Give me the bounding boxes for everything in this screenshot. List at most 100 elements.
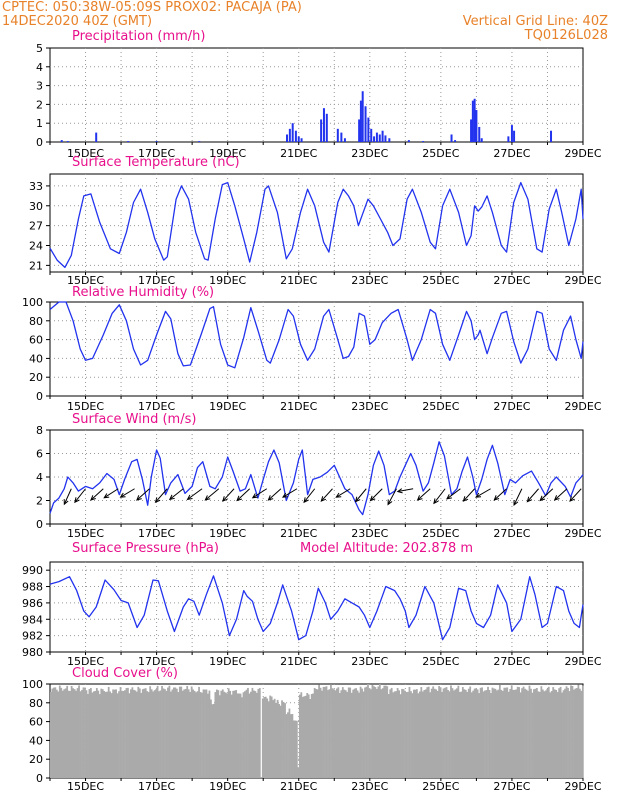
cloud-bar — [390, 687, 393, 778]
cloud-bar — [573, 689, 575, 778]
panel-title-press: Surface Pressure (hPa) — [72, 541, 219, 556]
wind-arrow — [120, 488, 135, 498]
cloud-bar — [87, 693, 89, 778]
panel-subtitle-press: Model Altitude: 202.878 m — [300, 541, 473, 556]
cloud-bar — [487, 686, 489, 778]
cloud-bar — [378, 684, 381, 778]
x-tick-label: 27DEC — [493, 400, 530, 413]
precip-bar — [450, 134, 453, 142]
precip-bar — [294, 130, 297, 142]
cloud-bar — [414, 689, 417, 778]
cloud-bar — [137, 686, 140, 778]
cloud-bar — [447, 690, 449, 778]
cloud-bar — [411, 693, 414, 778]
cloud-bar — [212, 703, 215, 778]
cloud-bar — [424, 689, 427, 778]
cloud-bar — [460, 691, 463, 778]
cloud-bar — [481, 687, 483, 778]
y-tick-label: 24 — [29, 240, 43, 253]
cloud-bar — [61, 690, 64, 778]
y-tick-label: 60 — [29, 716, 43, 729]
y-tick-label: 8 — [36, 424, 43, 437]
cloud-bar — [522, 686, 525, 778]
wind-arrow — [569, 488, 582, 502]
wind-arrow — [187, 488, 203, 500]
precip-bar — [475, 110, 478, 142]
cloud-bar — [421, 691, 424, 778]
y-tick-label: 100 — [22, 296, 43, 309]
cloud-bar — [324, 686, 326, 778]
cloud-bar — [150, 689, 153, 778]
cloud-bar — [267, 701, 270, 778]
y-tick-label: 6 — [36, 448, 43, 461]
precip-bar — [358, 119, 361, 142]
wind-arrow — [446, 488, 461, 500]
cloud-bar — [143, 688, 146, 778]
precip-bar — [507, 136, 510, 142]
precip-bar — [340, 132, 343, 142]
wind-arrow — [320, 488, 333, 502]
x-tick-label: 29DEC — [564, 655, 601, 668]
cloud-bar — [221, 689, 224, 778]
precip-bar — [550, 130, 553, 142]
precip-bar — [478, 126, 481, 142]
cloud-bar — [230, 694, 233, 778]
precip-bar — [510, 125, 513, 142]
cloud-bar — [527, 690, 529, 778]
x-tick-label: 17DEC — [138, 780, 175, 793]
wind-arrow — [370, 488, 383, 501]
cloud-bar — [513, 689, 516, 778]
x-tick-label: 21DEC — [280, 780, 317, 793]
precip-bar — [381, 130, 384, 142]
cloud-bar — [183, 689, 186, 778]
cloud-bar — [201, 692, 203, 778]
cloud-bar — [224, 692, 227, 778]
cloud-bar — [482, 691, 485, 778]
y-tick-label: 30 — [29, 200, 43, 213]
cloud-bar — [316, 689, 319, 778]
x-tick-label: 27DEC — [493, 274, 530, 287]
precip-bar — [359, 100, 362, 142]
x-tick-label: 19DEC — [209, 655, 246, 668]
series-line-press — [49, 575, 584, 641]
cloud-bar — [540, 686, 543, 778]
cloud-bar — [263, 697, 266, 778]
precip-bar — [375, 132, 378, 142]
cloud-bar — [106, 691, 109, 778]
precip-bar — [513, 130, 516, 142]
precip-bar — [388, 138, 391, 142]
cloud-bar — [306, 693, 309, 778]
cloud-bar — [92, 691, 95, 778]
cloud-bar — [377, 686, 380, 778]
precip-bar — [336, 128, 339, 142]
cloud-bar — [159, 690, 162, 778]
cloud-bar — [343, 689, 346, 778]
cloud-bar — [118, 691, 120, 778]
wind-arrow — [513, 488, 523, 506]
y-tick-label: 40 — [29, 352, 43, 365]
cloud-bar — [464, 689, 467, 778]
wind-arrow — [475, 488, 491, 498]
cloud-bar — [395, 691, 398, 778]
cloud-bar — [488, 689, 491, 778]
cloud-bar — [485, 690, 488, 778]
cloud-bar — [470, 692, 473, 778]
x-tick-label: 29DEC — [564, 400, 601, 413]
cloud-bar — [52, 687, 55, 778]
cloud-bar — [364, 687, 366, 778]
cloud-bar — [272, 700, 275, 778]
cloud-bar — [104, 692, 107, 778]
precip-bar — [378, 134, 381, 142]
cloud-bar — [325, 686, 328, 778]
cloud-bar — [215, 689, 218, 778]
cloud-bar — [287, 712, 289, 778]
cloud-bar — [549, 692, 552, 778]
cloud-bar — [384, 685, 387, 778]
cloud-bar — [387, 694, 390, 778]
cloud-bar — [255, 692, 258, 778]
cloud-bar — [273, 698, 276, 778]
wind-arrow-head — [236, 495, 243, 502]
cloud-bar — [386, 686, 389, 778]
cloud-bar — [70, 685, 73, 778]
cloud-bar — [433, 688, 436, 778]
